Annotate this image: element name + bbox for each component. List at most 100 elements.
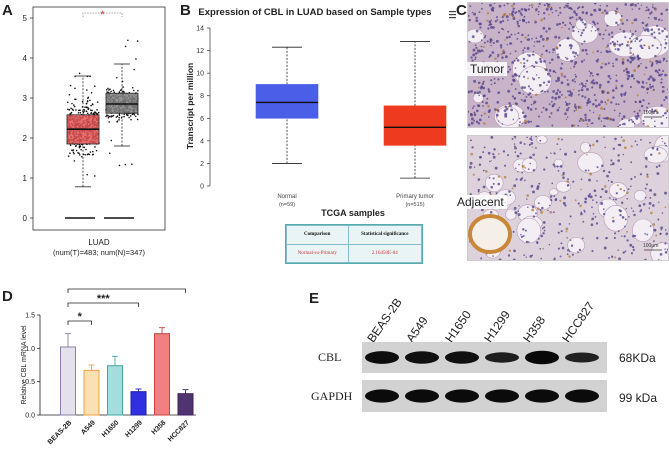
chart-a-point <box>133 113 136 116</box>
chart-a-point <box>90 104 92 107</box>
chart-a-ytick-label: 4 <box>23 54 28 63</box>
wb-band <box>525 350 559 365</box>
chart-a-point <box>105 88 108 91</box>
chart-a-point <box>74 98 76 101</box>
chart-b-ytick-label: 4 <box>200 138 204 145</box>
chart-a-point <box>90 112 92 115</box>
wb-lane-label: H358 <box>520 313 549 346</box>
chart-a-point <box>68 93 71 96</box>
chart-d-sig-bracket <box>67 320 92 325</box>
tcga-table: Comparison Statistical significance Norm… <box>285 224 423 264</box>
chart-d-bar <box>83 369 100 416</box>
chart-a-point <box>70 107 72 110</box>
chart-a-point <box>107 87 109 90</box>
chart-a-point <box>84 153 87 156</box>
chart-a-point <box>112 89 115 92</box>
ihc-tumor-label: Tumor <box>467 62 508 76</box>
chart-d-ytick-label: 0.5 <box>25 379 35 386</box>
chart-b-ylabel: Transcript per million <box>185 63 195 149</box>
chart-b-y-axis: 0 2 4 6 8 10 12 14 <box>196 26 211 191</box>
chart-a-point <box>95 149 98 152</box>
chart-a-point <box>119 89 122 91</box>
chart-a-ytick-label: 0 <box>23 214 28 223</box>
chart-d-sig-bracket <box>67 288 186 293</box>
chart-d-bar <box>107 365 123 416</box>
chart-d-sig-bracket <box>67 302 139 307</box>
chart-d-sig-label: *** <box>97 293 111 305</box>
chart-b-xtick-sublabel: (n=59) <box>279 202 295 208</box>
chart-a-point <box>75 149 78 152</box>
chart-a-point <box>87 108 90 111</box>
wb-band <box>365 389 399 403</box>
chart-a-point <box>132 89 135 92</box>
chart-a-point <box>88 153 91 156</box>
chart-a-point <box>137 89 139 92</box>
wb-cbl-label: CBL <box>318 350 342 364</box>
wb-lane-label: HCC827 <box>559 299 598 346</box>
chart-a-point <box>115 76 118 79</box>
wb-cbl-size: 68KDa <box>619 351 656 365</box>
chart-a-point <box>136 40 139 42</box>
chart-b-boxes <box>255 41 447 179</box>
chart-d-sig-label: *** <box>120 285 134 291</box>
tcga-comparison-value: Normal-vs-Primary <box>286 243 349 263</box>
chart-a-point <box>72 104 75 106</box>
chart-a-point <box>79 109 81 112</box>
tcga-header-comparison: Comparison <box>286 225 349 245</box>
chart-a-point <box>73 152 75 155</box>
chart-a-point <box>123 115 125 118</box>
chart-a-ytick-label: 1 <box>23 174 28 183</box>
chart-a-point <box>122 90 124 93</box>
chart-a-point <box>96 101 99 103</box>
wb-lane-label: BEAS-2B <box>364 295 405 346</box>
chart-d-x-labels: BEAS-2B A549 H1650 H1299 H358 HCC827 <box>47 419 191 446</box>
chart-a-point <box>67 155 70 157</box>
chart-a-point <box>94 85 96 88</box>
chart-a-point <box>116 121 118 123</box>
chart-a-point <box>74 145 77 148</box>
chart-d-xtick-label: H1299 <box>124 419 144 439</box>
wb-lane-label: A549 <box>403 314 431 346</box>
hamburger-menu-icon[interactable] <box>449 11 456 19</box>
tcga-data-row: Normal-vs-Primary 2.16450E-04 <box>286 243 423 263</box>
chart-a-frame <box>32 6 166 231</box>
wb-band <box>365 351 399 364</box>
chart-a-point <box>80 148 82 151</box>
chart-a-point <box>137 113 139 116</box>
chart-a-point <box>128 116 130 119</box>
chart-a-point <box>107 116 110 119</box>
ihc-adjacent-label: Adjacent <box>454 195 507 209</box>
wb-gapdh-size: 99 kDa <box>619 391 658 405</box>
chart-a-y-axis: 0 1 2 3 4 5 <box>23 14 33 223</box>
wb-band <box>405 351 439 364</box>
chart-a-point <box>122 86 124 88</box>
chart-b-ytick-label: 2 <box>200 161 204 168</box>
chart-a-point <box>116 115 119 117</box>
chart-a-point <box>135 58 137 60</box>
chart-a-point <box>133 68 135 71</box>
chart-b-ytick-label: 10 <box>196 71 204 78</box>
chart-a-point <box>80 155 83 158</box>
chart-a-sig-label: * <box>100 9 105 21</box>
tcga-header-significance: Statistical significance <box>347 225 423 245</box>
chart-a-point <box>107 91 110 94</box>
chart-a-point <box>89 151 92 153</box>
wb-lane-label: H1299 <box>481 308 514 346</box>
chart-a-point <box>85 148 87 151</box>
chart-a-point <box>115 116 118 118</box>
chart-a-point <box>110 116 113 118</box>
ihc-scale-bar-tumor: 100μm <box>643 110 659 116</box>
chart-a-point <box>106 91 108 93</box>
chart-d-bar <box>154 333 170 416</box>
chart-a-point <box>86 153 89 156</box>
chart-a-point <box>118 164 121 167</box>
chart-d-sig-label: * <box>78 311 83 323</box>
chart-b-ytick-label: 12 <box>196 48 204 55</box>
chart-d: Relative CBL mRNA level 0.00.51.01.5 ***… <box>21 285 196 446</box>
chart-a-point <box>110 139 113 142</box>
chart-b-x-labels: Normal (n=59) Primary tumor (n=515) <box>277 194 434 208</box>
chart-a-point <box>124 163 127 166</box>
chart-b-box <box>383 105 447 146</box>
chart-b-ytick-label: 0 <box>200 184 204 191</box>
chart-b-ytick-label: 6 <box>200 116 204 123</box>
